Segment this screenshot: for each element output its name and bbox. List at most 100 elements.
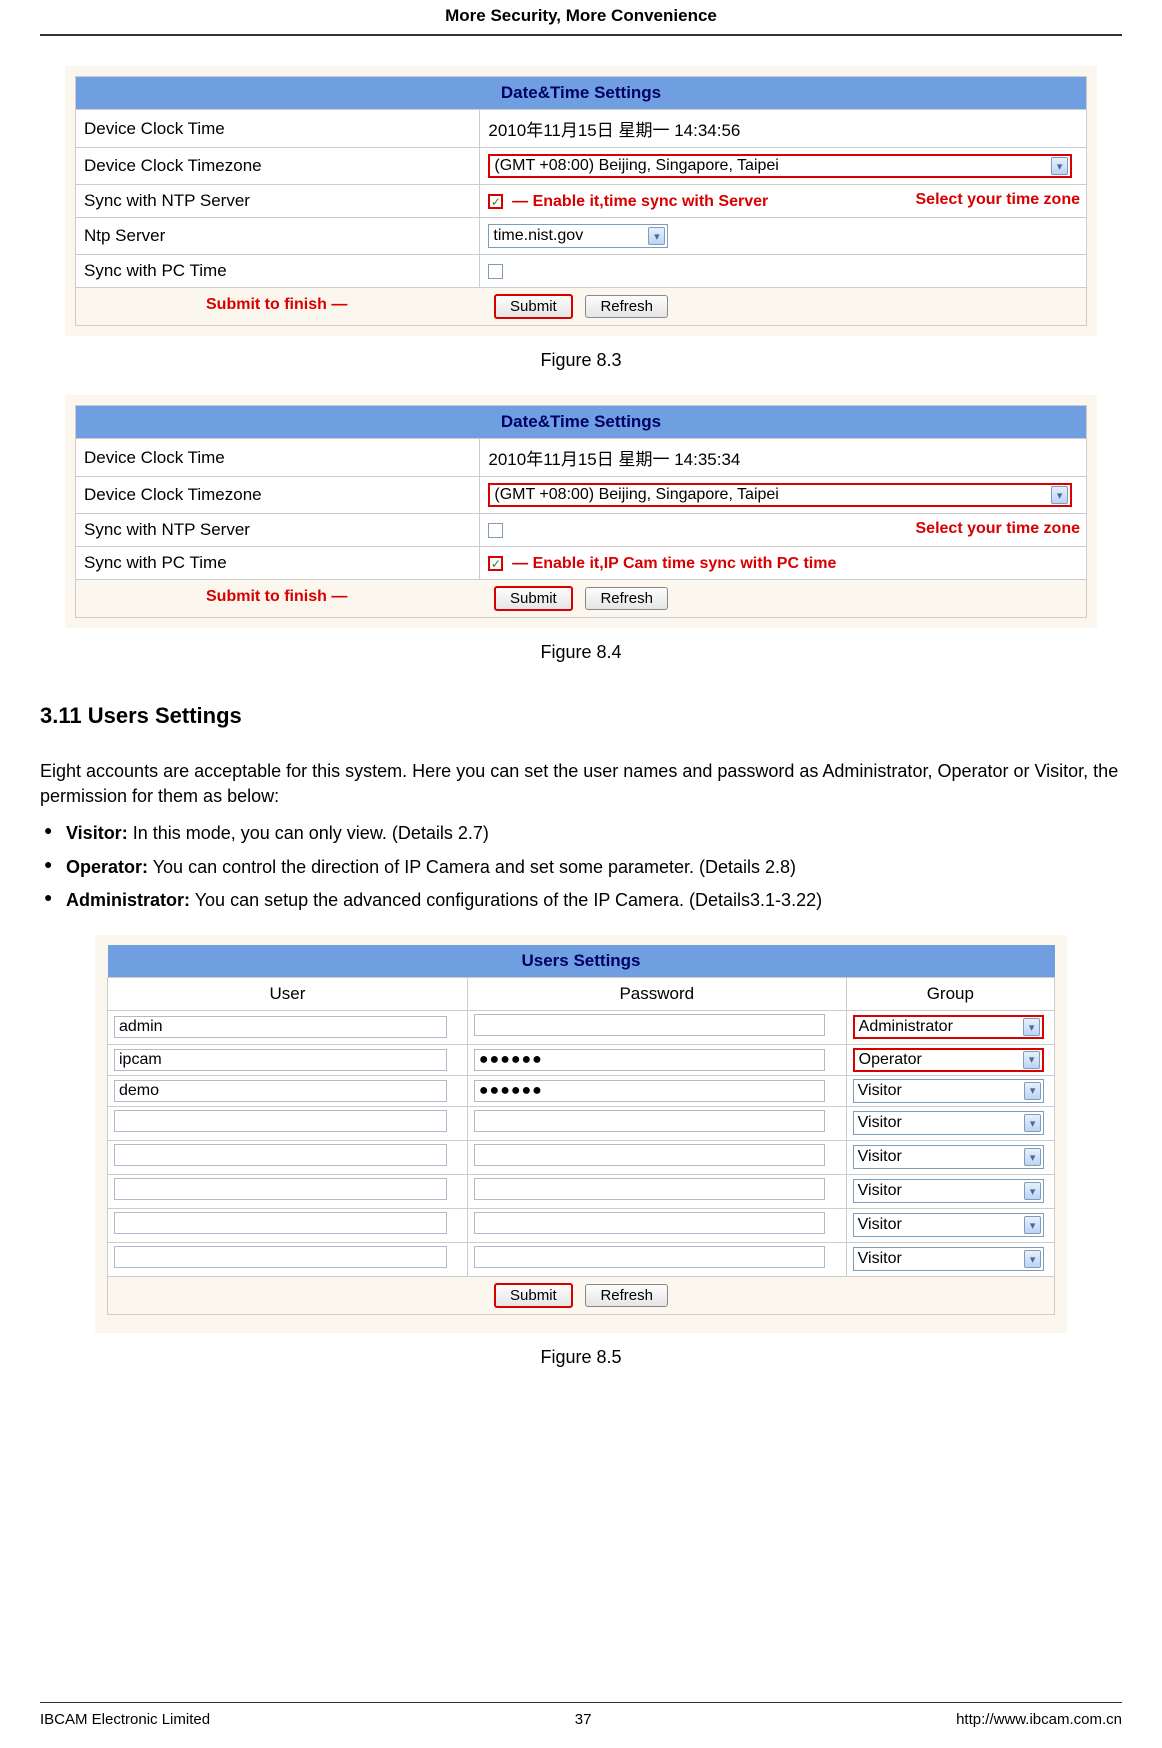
pc-sync-annotation: — Enable it,IP Cam time sync with PC tim… — [512, 555, 836, 572]
bullet-item: Operator: You can control the direction … — [40, 851, 1122, 884]
password-input[interactable] — [474, 1144, 825, 1166]
refresh-button[interactable]: Refresh — [585, 295, 668, 318]
user-input[interactable] — [114, 1212, 447, 1234]
pc-sync-checkbox[interactable]: ✓ — [488, 556, 503, 571]
user-row: demo ●●●●●● Visitor ▾ — [108, 1075, 1055, 1106]
col-group: Group — [846, 977, 1054, 1010]
user-row: ipcam ●●●●●● Operator ▾ — [108, 1044, 1055, 1075]
ntp-server-value: time.nist.gov — [493, 227, 583, 245]
doc-header: More Security, More Convenience — [40, 0, 1122, 36]
section-heading: 3.11 Users Settings — [40, 703, 1122, 729]
user-input[interactable]: admin — [114, 1016, 447, 1038]
group-value: Visitor — [858, 1250, 902, 1268]
group-value: Visitor — [858, 1114, 902, 1132]
group-value: Administrator — [859, 1018, 953, 1036]
user-row: admin Administrator ▾ — [108, 1010, 1055, 1044]
clock-time-label: Device Clock Time — [76, 439, 480, 477]
ntp-sync-label: Sync with NTP Server — [76, 514, 480, 547]
col-password: Password — [467, 977, 846, 1010]
user-input[interactable]: ipcam — [114, 1049, 447, 1071]
ntp-sync-checkbox[interactable]: ✓ — [488, 194, 503, 209]
footer-right: http://www.ibcam.com.cn — [956, 1711, 1122, 1728]
figure-caption: Figure 8.5 — [40, 1347, 1122, 1368]
user-input[interactable]: demo — [114, 1080, 447, 1102]
clock-time-value: 2010年11月15日 星期一 14:34:56 — [480, 110, 1087, 148]
user-row: Visitor ▾ — [108, 1208, 1055, 1242]
footer-left: IBCAM Electronic Limited — [40, 1711, 210, 1728]
chevron-down-icon: ▾ — [1024, 1250, 1041, 1268]
clock-time-value: 2010年11月15日 星期一 14:35:34 — [480, 439, 1087, 477]
timezone-label: Device Clock Timezone — [76, 148, 480, 185]
group-select[interactable]: Visitor▾ — [853, 1179, 1044, 1203]
doc-footer: IBCAM Electronic Limited 37 http://www.i… — [40, 1702, 1122, 1728]
figure-caption: Figure 8.3 — [40, 350, 1122, 371]
ntp-sync-checkbox[interactable] — [488, 523, 503, 538]
timezone-select[interactable]: (GMT +08:00) Beijing, Singapore, Taipei … — [488, 154, 1072, 178]
chevron-down-icon: ▾ — [1024, 1148, 1041, 1166]
group-value: Visitor — [858, 1082, 902, 1100]
figure-8-5: Users Settings User Password Group admin… — [95, 935, 1067, 1333]
chevron-down-icon: ▾ — [1051, 486, 1068, 504]
submit-button[interactable]: Submit — [494, 586, 573, 611]
timezone-select[interactable]: (GMT +08:00) Beijing, Singapore, Taipei … — [488, 483, 1072, 507]
chevron-down-icon: ▾ — [1024, 1082, 1041, 1100]
group-select[interactable]: Visitor▾ — [853, 1111, 1044, 1135]
chevron-down-icon: ▾ — [1024, 1182, 1041, 1200]
group-select[interactable]: Administrator ▾ — [853, 1015, 1044, 1039]
bullet-item: Visitor: In this mode, you can only view… — [40, 817, 1122, 850]
user-row: Visitor ▾ — [108, 1140, 1055, 1174]
group-select[interactable]: Visitor ▾ — [853, 1247, 1044, 1271]
chevron-down-icon: ▾ — [1023, 1018, 1040, 1036]
group-value: Visitor — [858, 1216, 902, 1234]
group-select[interactable]: Visitor ▾ — [853, 1079, 1044, 1103]
submit-button[interactable]: Submit — [494, 294, 573, 319]
password-input[interactable]: ●●●●●● — [474, 1080, 825, 1102]
group-select[interactable]: Visitor ▾ — [853, 1213, 1044, 1237]
section-paragraph: Eight accounts are acceptable for this s… — [40, 759, 1122, 809]
user-row: Visitor▾ — [108, 1106, 1055, 1140]
ntp-sync-annotation: — Enable it,time sync with Server — [512, 193, 768, 210]
submit-annotation: Submit to finish — — [206, 296, 347, 314]
user-input[interactable] — [114, 1178, 447, 1200]
password-input[interactable]: ●●●●●● — [474, 1049, 825, 1071]
figure-caption: Figure 8.4 — [40, 642, 1122, 663]
submit-annotation: Submit to finish — — [206, 588, 347, 606]
bullet-item: Administrator: You can setup the advance… — [40, 884, 1122, 917]
pc-sync-label: Sync with PC Time — [76, 255, 480, 288]
panel-title: Date&Time Settings — [76, 77, 1087, 110]
figure-8-4: Date&Time Settings Device Clock Time 201… — [65, 395, 1097, 628]
password-input[interactable] — [474, 1014, 825, 1036]
ntp-server-label: Ntp Server — [76, 218, 480, 255]
refresh-button[interactable]: Refresh — [585, 1284, 668, 1307]
timezone-annotation: Select your time zone — [916, 520, 1081, 538]
submit-button[interactable]: Submit — [494, 1283, 573, 1308]
col-user: User — [108, 977, 468, 1010]
panel-title: Users Settings — [108, 945, 1055, 978]
user-input[interactable] — [114, 1144, 447, 1166]
group-value: Operator — [859, 1051, 922, 1069]
group-select[interactable]: Operator ▾ — [853, 1048, 1044, 1072]
panel-title: Date&Time Settings — [76, 406, 1087, 439]
refresh-button[interactable]: Refresh — [585, 587, 668, 610]
password-input[interactable] — [474, 1246, 825, 1268]
password-input[interactable] — [474, 1212, 825, 1234]
timezone-annotation: Select your time zone — [916, 191, 1081, 209]
chevron-down-icon: ▾ — [1023, 1051, 1040, 1069]
group-select[interactable]: Visitor ▾ — [853, 1145, 1044, 1169]
user-input[interactable] — [114, 1246, 447, 1268]
pc-sync-label: Sync with PC Time — [76, 547, 480, 580]
clock-time-label: Device Clock Time — [76, 110, 480, 148]
group-value: Visitor — [858, 1148, 902, 1166]
password-input[interactable] — [474, 1110, 825, 1132]
ntp-sync-label: Sync with NTP Server — [76, 185, 480, 218]
bullet-list: Visitor: In this mode, you can only view… — [40, 817, 1122, 917]
chevron-down-icon: ▾ — [1024, 1216, 1041, 1234]
user-input[interactable] — [114, 1110, 447, 1132]
password-input[interactable] — [474, 1178, 825, 1200]
pc-sync-checkbox[interactable] — [488, 264, 503, 279]
timezone-value: (GMT +08:00) Beijing, Singapore, Taipei — [494, 486, 778, 504]
timezone-value: (GMT +08:00) Beijing, Singapore, Taipei — [494, 157, 778, 175]
user-row: Visitor ▾ — [108, 1242, 1055, 1276]
chevron-down-icon: ▾ — [1051, 157, 1068, 175]
ntp-server-select[interactable]: time.nist.gov ▾ — [488, 224, 668, 248]
